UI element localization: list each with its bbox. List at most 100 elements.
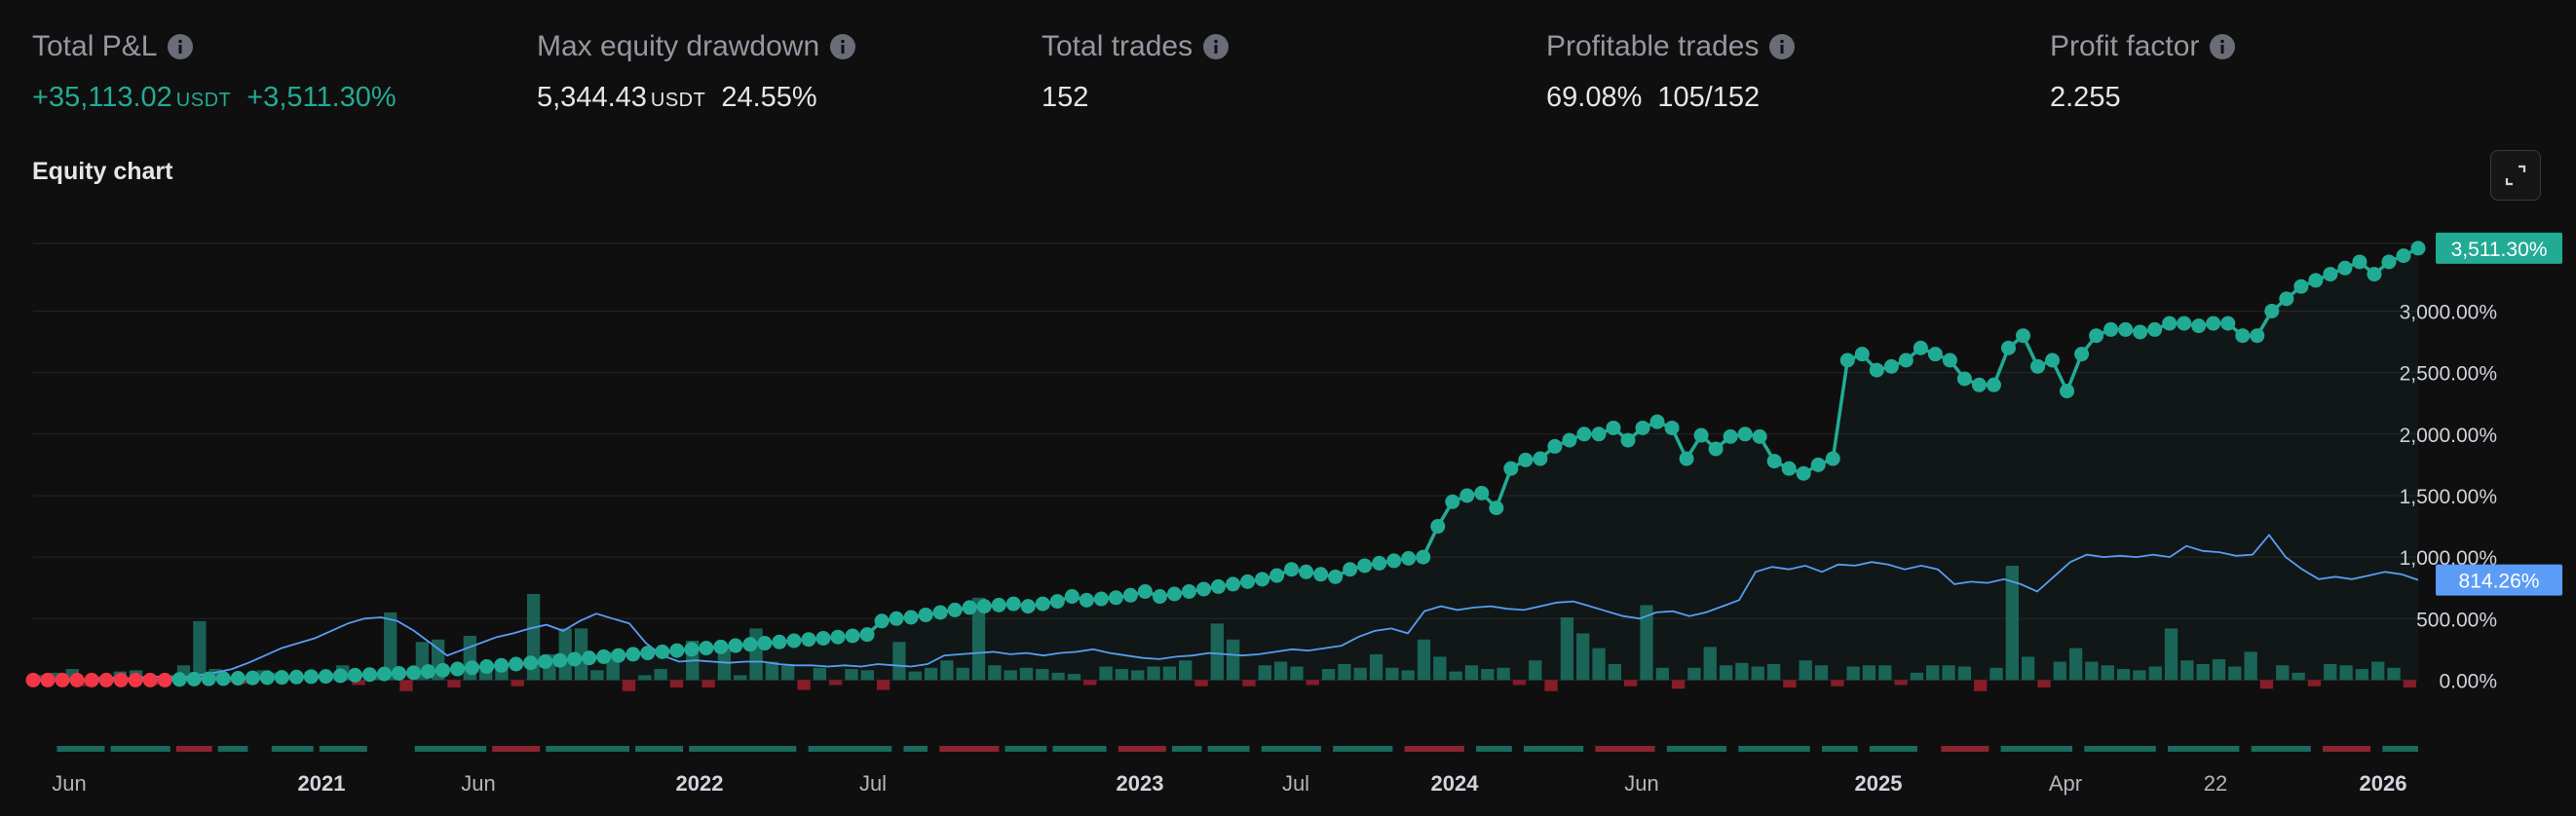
timeline-segment	[271, 746, 314, 752]
trade-bar	[447, 680, 461, 687]
equity-point	[1284, 562, 1300, 577]
equity-point	[523, 655, 539, 671]
info-icon[interactable]	[2209, 33, 2236, 60]
trade-bar	[2371, 661, 2385, 681]
equity-point	[1752, 428, 1767, 444]
expand-icon	[2505, 165, 2526, 186]
equity-point	[2016, 328, 2031, 344]
trade-bar	[1560, 617, 1574, 681]
trade-bar	[2133, 670, 2146, 681]
trade-bar	[1814, 665, 1829, 681]
trade-bar	[924, 667, 938, 681]
trade-bar	[1449, 671, 1462, 681]
equity-point	[318, 669, 333, 685]
trade-bar	[2053, 661, 2066, 681]
equity-point	[1372, 555, 1387, 571]
timeline-segment	[1869, 746, 1917, 752]
equity-point	[1122, 587, 1138, 603]
equity-point	[596, 649, 612, 664]
equity-point	[1064, 589, 1080, 605]
equity-point	[1518, 452, 1534, 467]
equity-point	[2220, 315, 2236, 331]
trade-bar	[1926, 665, 1940, 681]
trade-bar	[1957, 666, 1972, 681]
timeline-segment	[1207, 746, 1250, 752]
trade-bar	[1353, 667, 1367, 681]
info-icon[interactable]	[1202, 33, 1230, 60]
equity-point	[1869, 362, 1884, 378]
timeline-segment	[1171, 746, 1202, 752]
info-icon[interactable]	[167, 33, 194, 60]
x-tick-label: 2025	[1855, 771, 1903, 796]
trade-bar	[1194, 680, 1208, 686]
equity-point	[2074, 347, 2090, 362]
equity-point	[1810, 457, 1826, 472]
timeline-segment	[1476, 746, 1512, 752]
equity-point	[815, 630, 831, 646]
equity-point	[465, 660, 480, 676]
equity-point	[479, 659, 495, 675]
trade-bar	[352, 680, 365, 686]
equity-point	[361, 667, 377, 683]
trade-bar	[1369, 653, 1383, 681]
equity-point	[142, 672, 158, 687]
timeline-segment	[1666, 746, 1727, 752]
equity-point	[1620, 432, 1636, 448]
equity-point	[1679, 451, 1694, 466]
timeline-segment	[546, 746, 629, 752]
equity-point	[259, 670, 275, 686]
equity-point	[1459, 488, 1475, 503]
trade-bar	[2292, 672, 2305, 681]
stat-profit-factor: Profit factor 2.255	[2050, 27, 2236, 117]
equity-point	[450, 661, 466, 677]
timeline-segment	[635, 746, 684, 752]
trade-bar	[1115, 669, 1129, 681]
x-tick-label: Jun	[52, 771, 86, 796]
trade-bar	[638, 675, 652, 681]
equity-point	[1005, 596, 1021, 612]
trade-bar	[2244, 651, 2257, 681]
trade-bar	[1592, 648, 1606, 681]
trade-bar	[2212, 658, 2226, 681]
timeline-segment	[1524, 746, 1584, 752]
trade-bar	[2068, 648, 2083, 681]
equity-point	[2396, 248, 2411, 264]
trade-bar	[478, 670, 493, 681]
equity-point	[1562, 432, 1577, 448]
info-icon[interactable]	[1768, 33, 1796, 60]
equity-point	[1255, 572, 1270, 587]
timeline-segment	[2251, 746, 2311, 752]
timeline-segment	[939, 746, 1000, 752]
trade-bar	[2324, 664, 2337, 681]
equity-point	[1942, 352, 1957, 368]
trade-bar	[2085, 661, 2099, 681]
trade-bar	[1258, 665, 1271, 681]
trade-bar	[1433, 656, 1447, 681]
expand-button[interactable]	[2490, 150, 2541, 201]
equity-point	[2089, 328, 2104, 344]
trade-bar	[2148, 666, 2162, 681]
trade-bar	[2005, 565, 2019, 681]
trade-bar	[1464, 665, 1479, 681]
trade-bar	[590, 670, 604, 681]
stats-bar: Total P&L +35,113.02 USDT +3,511.30% Max…	[0, 0, 2576, 136]
equity-point	[991, 597, 1006, 612]
equity-point	[1796, 465, 1811, 481]
equity-point	[2264, 303, 2280, 318]
trade-bar	[1989, 667, 2003, 681]
equity-point	[1195, 581, 1211, 597]
stat-label: Max equity drawdown	[537, 30, 820, 62]
equity-point	[98, 672, 114, 687]
trade-bar	[2403, 680, 2416, 687]
equity-point	[128, 672, 143, 687]
equity-point	[2235, 328, 2251, 344]
trade-bar	[829, 680, 843, 686]
equity-point	[582, 650, 597, 666]
trade-bar	[956, 667, 969, 681]
trade-bar	[2339, 665, 2353, 681]
equity-point	[1093, 591, 1109, 607]
trade-bar	[1338, 664, 1351, 681]
info-icon[interactable]	[829, 33, 856, 60]
trade-bar	[765, 661, 779, 681]
